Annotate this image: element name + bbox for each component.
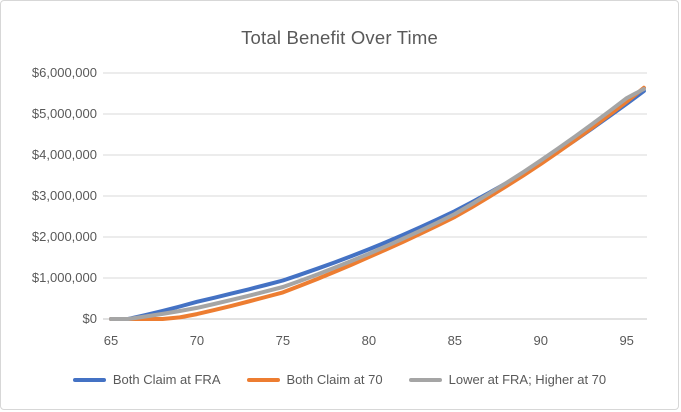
legend-line-swatch bbox=[246, 377, 280, 382]
legend-label: Lower at FRA; Higher at 70 bbox=[448, 372, 607, 387]
x-tick-label: 80 bbox=[361, 333, 377, 348]
chart-title: Total Benefit Over Time bbox=[241, 27, 438, 48]
y-tick-label: $2,000,000 bbox=[31, 229, 97, 244]
legend-line-swatch bbox=[408, 377, 442, 382]
y-tick-label: $6,000,000 bbox=[31, 65, 97, 80]
series-line-both-claim-at-70 bbox=[109, 85, 646, 321]
x-tick-label: 95 bbox=[619, 333, 634, 348]
x-tick-label: 70 bbox=[189, 333, 205, 348]
x-tick-label: 65 bbox=[103, 333, 119, 348]
series-line-both-claim-at-fra bbox=[109, 89, 646, 321]
legend-label: Both Claim at 70 bbox=[286, 372, 383, 387]
legend-item-both-claim-at-fra: Both Claim at FRA bbox=[72, 372, 221, 387]
y-tick-label: $5,000,000 bbox=[31, 106, 97, 121]
chart-legend: Both Claim at FRA Both Claim at 70 Lower a… bbox=[1, 372, 678, 387]
x-tick-label: 85 bbox=[447, 333, 463, 348]
legend-item-both-claim-at-70: Both Claim at 70 bbox=[246, 372, 383, 387]
legend-item-lower-at-fra-higher-at-70: Lower at FRA; Higher at 70 bbox=[408, 372, 607, 387]
legend-line-swatch bbox=[72, 377, 106, 382]
y-tick-label: $4,000,000 bbox=[31, 147, 97, 162]
x-tick-label: 75 bbox=[275, 333, 291, 348]
y-tick-label: $3,000,000 bbox=[31, 188, 97, 203]
series-line-lower-at-fra-higher-at-70 bbox=[109, 87, 646, 321]
legend-label: Both Claim at FRA bbox=[112, 372, 221, 387]
x-tick-label: 90 bbox=[533, 333, 548, 348]
y-tick-label: $1,000,000 bbox=[31, 270, 97, 285]
y-tick-label: $0 bbox=[82, 311, 97, 326]
